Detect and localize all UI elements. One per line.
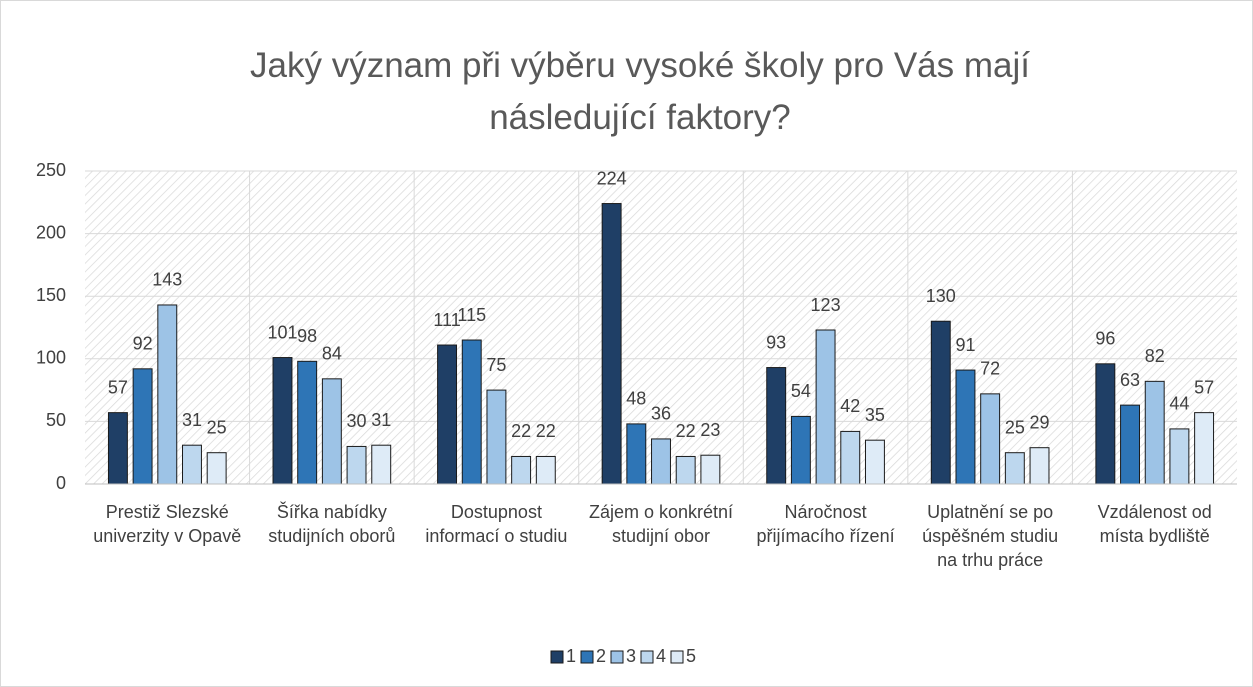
- bar: [132, 368, 153, 485]
- bar: [511, 455, 532, 485]
- y-tick-label: 200: [36, 222, 66, 242]
- x-tick-label: Uplatnění se po úspěšném studiu na trhu …: [922, 502, 1059, 570]
- value-label: 115: [457, 305, 486, 325]
- value-label: 25: [1005, 417, 1025, 437]
- bar: [675, 455, 696, 485]
- value-label: 98: [297, 326, 317, 346]
- bar: [864, 439, 885, 485]
- value-label: 35: [865, 405, 885, 425]
- x-tick-label: Šířka nabídky studijních oborů: [268, 502, 396, 546]
- value-label: 30: [347, 411, 367, 431]
- value-label: 57: [1194, 377, 1214, 397]
- value-label: 22: [511, 421, 531, 441]
- bar: [815, 329, 836, 485]
- bar: [461, 339, 482, 485]
- bar: [790, 415, 811, 485]
- legend-swatch: [610, 650, 624, 664]
- legend-label: 2: [596, 646, 606, 666]
- value-label: 75: [486, 355, 506, 375]
- value-label: 48: [626, 389, 646, 409]
- value-label: 130: [926, 286, 956, 306]
- bar: [272, 357, 293, 485]
- bar: [1169, 428, 1190, 485]
- bar: [840, 430, 861, 485]
- legend-label: 1: [566, 646, 576, 666]
- y-tick-label: 0: [56, 473, 66, 493]
- value-label: 101: [267, 322, 297, 342]
- bar: [980, 393, 1001, 485]
- legend-swatch: [670, 650, 684, 664]
- bar: [486, 389, 507, 485]
- value-label: 57: [108, 377, 128, 397]
- value-label: 84: [322, 344, 342, 364]
- bar: [700, 454, 721, 485]
- y-tick-label: 250: [36, 160, 66, 180]
- legend-swatch: [580, 650, 594, 664]
- bar: [651, 438, 671, 485]
- bar: [1120, 404, 1140, 485]
- legend-swatch: [550, 650, 564, 664]
- value-label: 92: [133, 334, 153, 354]
- bar: [535, 455, 556, 485]
- legend-swatch: [640, 650, 654, 664]
- legend-label: 4: [656, 646, 666, 666]
- plot-area: [85, 171, 1237, 484]
- bar: [601, 203, 622, 485]
- value-label: 93: [766, 332, 786, 352]
- value-label: 123: [811, 295, 841, 315]
- bar: [766, 367, 787, 485]
- y-tick-label: 50: [46, 410, 66, 430]
- value-label: 36: [651, 404, 671, 424]
- value-label: 111: [433, 310, 460, 330]
- value-label: 224: [597, 168, 627, 188]
- x-tick-label: Náročnost přijímacího řízení: [756, 502, 895, 546]
- value-label: 42: [840, 396, 860, 416]
- bar: [371, 444, 392, 485]
- bar: [955, 369, 976, 485]
- bar: [182, 444, 202, 485]
- value-label: 63: [1120, 370, 1140, 390]
- value-label: 31: [371, 410, 391, 430]
- value-label: 25: [207, 417, 227, 437]
- bar: [626, 423, 647, 485]
- x-tick-label: Prestiž Slezské univerzity v Opavě: [93, 502, 242, 546]
- bar: [321, 378, 342, 485]
- x-tick-label: Zájem o konkrétní studijní obor: [588, 502, 734, 546]
- value-label: 143: [152, 270, 182, 290]
- value-label: 22: [536, 421, 556, 441]
- value-label: 91: [955, 335, 975, 355]
- bar: [346, 445, 367, 485]
- bar: [157, 304, 178, 485]
- value-label: 54: [791, 381, 811, 401]
- bar: [1029, 447, 1050, 485]
- bar: [1144, 380, 1165, 485]
- x-tick-label: Vzdálenost od místa bydliště: [1097, 502, 1212, 546]
- value-label: 82: [1145, 346, 1165, 366]
- bar: [1095, 363, 1116, 485]
- bar: [297, 360, 318, 485]
- value-label: 29: [1029, 412, 1049, 432]
- value-label: 31: [182, 410, 202, 430]
- chart-title: Jaký význam při výběru vysoké školy pro …: [250, 46, 1030, 137]
- bar: [1194, 412, 1215, 485]
- bar: [437, 344, 458, 485]
- bar: [206, 452, 227, 485]
- value-label: 44: [1169, 394, 1189, 414]
- value-label: 72: [980, 359, 1000, 379]
- legend-label: 3: [626, 646, 636, 666]
- value-label: 23: [700, 420, 720, 440]
- x-tick-label: Dostupnost informací o studiu: [425, 502, 568, 546]
- bar: [930, 320, 951, 485]
- y-tick-label: 150: [36, 285, 66, 305]
- y-tick-label: 100: [36, 348, 66, 368]
- bar: [107, 412, 128, 485]
- legend-label: 5: [686, 646, 696, 666]
- value-label: 22: [676, 421, 696, 441]
- bar: [1004, 452, 1025, 485]
- value-label: 96: [1095, 329, 1115, 349]
